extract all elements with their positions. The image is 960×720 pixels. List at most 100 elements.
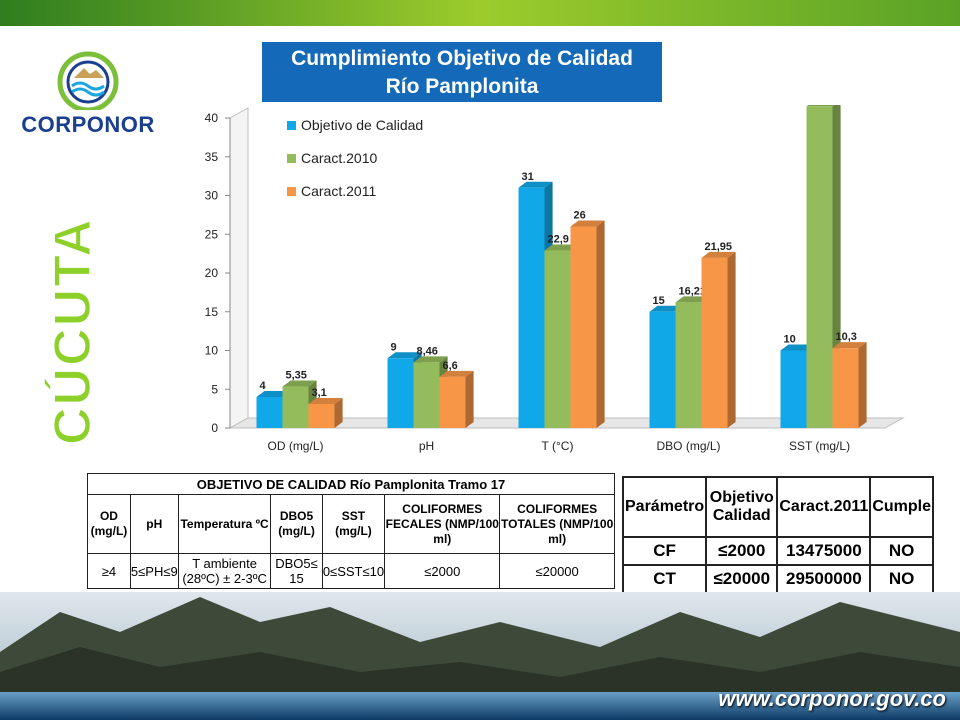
table2-row0-cell-0: CF (621, 536, 708, 566)
bar (570, 226, 597, 428)
bar-top (518, 181, 553, 188)
bar-top (439, 370, 474, 377)
bar (806, 106, 833, 429)
table2-row0-cell-3: NO (869, 536, 934, 566)
table1-value-6: ≤20000 (499, 553, 615, 589)
y-tick-label: 40 (205, 111, 219, 125)
table1-header-1: pH (129, 494, 179, 554)
table2-row1-cell-3: NO (869, 564, 934, 594)
bar (439, 376, 466, 428)
bar (308, 403, 335, 428)
website-url[interactable]: www.corponor.gov.co (718, 686, 946, 711)
chart-title-line1: Cumplimiento Objetivo de Calidad (291, 47, 633, 70)
bar-top (308, 397, 343, 404)
bar (518, 187, 545, 428)
city-label: CÚCUTA (38, 200, 103, 450)
data-label: 5,35 (286, 370, 307, 382)
legend-swatch (287, 121, 296, 130)
bar (413, 362, 440, 428)
bar-top (544, 244, 579, 251)
quality-objective-table: OBJETIVO DE CALIDAD Río Pamplonita Tramo… (87, 473, 615, 589)
bar (387, 358, 414, 428)
table2-row1-cell-2: 29500000 (776, 564, 872, 594)
data-label: 31 (522, 171, 534, 183)
category-label: SST (mg/L) (789, 439, 850, 453)
bar-top (701, 251, 736, 258)
table2-header-3: Cumple (869, 476, 934, 538)
top-gradient-bar (0, 0, 960, 26)
y-tick-label: 5 (211, 382, 218, 396)
table2-header-2: Caract.2011 (776, 476, 872, 538)
table2-row0-cell-2: 13475000 (776, 536, 872, 566)
table1-value-0: ≥4 (87, 553, 131, 589)
data-label: 8,46 (417, 345, 438, 357)
legend-label: Caract.2010 (301, 150, 377, 166)
bar-top (570, 220, 605, 227)
table2-row0-cell-1: ≤2000 (705, 536, 779, 566)
data-label: 21,95 (705, 241, 733, 253)
bar-top (675, 296, 710, 303)
data-label: 26 (574, 210, 586, 222)
category-label: T (°C) (542, 439, 574, 453)
logo-text: CORPONOR (21, 112, 155, 137)
compliance-table: Parámetro Objetivo Calidad Caract.2011 Cump… (621, 476, 934, 594)
bar (675, 302, 702, 428)
y-tick-label: 0 (211, 421, 218, 435)
table1-value-1: 5≤PH≤9 (129, 553, 179, 589)
table2-row1-cell-1: ≤20000 (705, 564, 779, 594)
bar-side (596, 220, 605, 428)
y-tick-label: 35 (205, 150, 219, 164)
bar-side (727, 251, 736, 428)
data-label: 3,1 (312, 387, 327, 399)
category-label: OD (mg/L) (267, 439, 323, 453)
bar-top (256, 391, 291, 397)
bar-top (649, 305, 684, 312)
data-label: 10 (784, 334, 796, 346)
bar-top (780, 344, 815, 351)
data-label: 16,21 (679, 285, 707, 297)
table1-value-3: DBO5≤ 15 (270, 553, 323, 589)
bar (832, 348, 859, 428)
bar-side (465, 370, 474, 428)
landscape-banner: www.corponor.gov.co (0, 592, 960, 720)
city-text: CÚCUTA (44, 217, 102, 445)
bar (282, 386, 309, 428)
corponor-logo: CORPONOR (18, 50, 158, 145)
bar-chart: 0 5 10 15 20 25 30 35 40 4 5,35 3,1 OD (mg/L) 9 8,46 6,… (205, 105, 905, 453)
table2-header-0: Parámetro (621, 476, 708, 538)
table1-header-0: OD (mg/L) (87, 494, 131, 554)
data-label: 15 (653, 295, 665, 307)
category-label: pH (419, 439, 434, 453)
legend-label: Caract.2011 (301, 183, 376, 199)
chart-side-wall (229, 107, 249, 429)
table2-row1-cell-0: CT (621, 564, 708, 594)
bar (701, 257, 728, 428)
bar-side (334, 397, 343, 428)
data-label: 10,3 (836, 331, 857, 343)
bar (544, 250, 571, 428)
table2-header-1: Objetivo Calidad (705, 476, 779, 538)
table1-value-4: 0≤SST≤10 (321, 553, 386, 589)
y-tick-label: 25 (205, 227, 219, 241)
legend-swatch (287, 187, 296, 196)
table1-caption: OBJETIVO DE CALIDAD Río Pamplonita Tramo… (87, 473, 615, 495)
table1-header-6: COLIFORMES TOTALES (NMP/100 ml) (499, 494, 615, 554)
table1-value-2: T ambiente (28ºC) ± 2-3ºC (177, 553, 272, 589)
table1-header-5: COLIFORMES FECALES (NMP/100 ml) (384, 494, 501, 554)
category-label: DBO (mg/L) (656, 439, 720, 453)
y-tick-label: 10 (205, 344, 219, 358)
bar-top (387, 352, 422, 359)
legend-swatch (287, 154, 296, 163)
data-label: 9 (391, 341, 397, 353)
bar (780, 350, 807, 428)
y-tick-label: 20 (205, 266, 219, 280)
data-label: 6,6 (443, 360, 458, 372)
table1-header-2: Temperatura ºC (177, 494, 272, 554)
chart-title: Cumplimiento Objetivo de Calidad Río Pam… (262, 42, 662, 102)
bar-top (806, 105, 835, 107)
y-tick-label: 30 (205, 189, 219, 203)
table1-header-4: SST (mg/L) (321, 494, 386, 554)
bar-top (832, 342, 867, 349)
bar-top (413, 356, 448, 363)
table1-value-5: ≤2000 (384, 553, 501, 589)
